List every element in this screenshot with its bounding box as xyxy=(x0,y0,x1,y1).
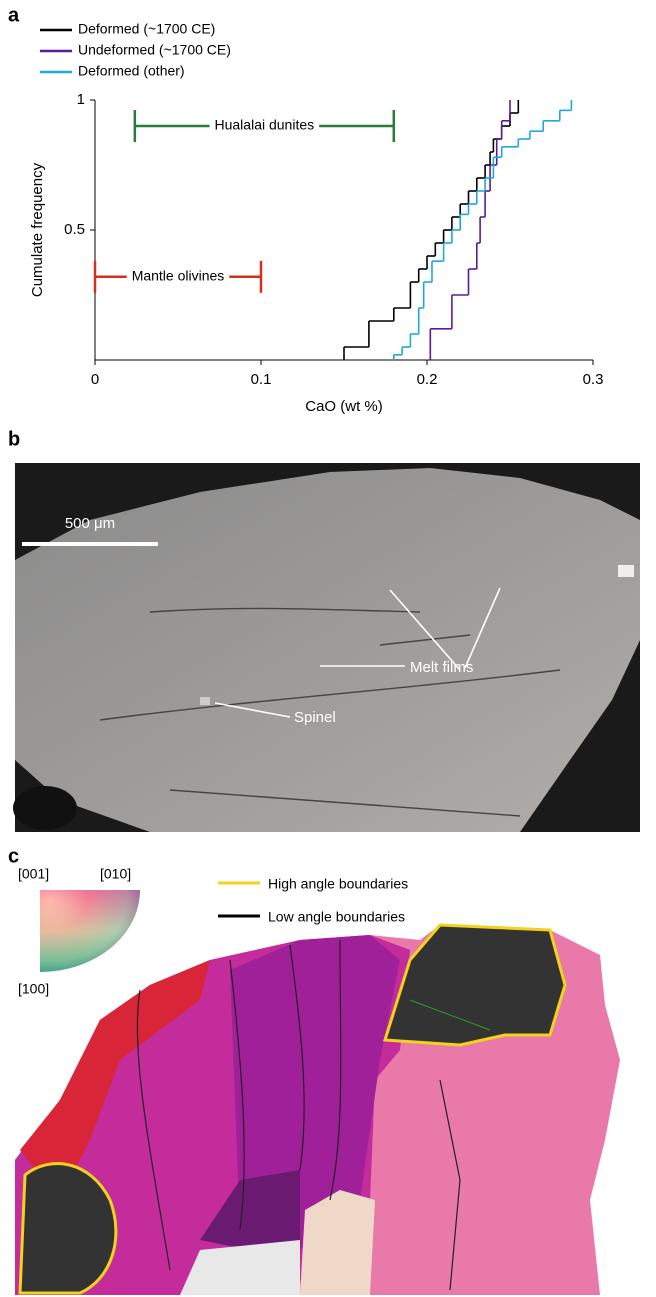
annotation: Spinel xyxy=(294,709,336,726)
x-axis-label: CaO (wt %) xyxy=(305,398,383,415)
y-axis-label: Cumulate frequency xyxy=(29,162,46,297)
chart-a: 0 0.1 0.2 0.3 0.5 1 CaO (wt %) Cumulate frequen… xyxy=(29,21,603,415)
legend-label: Deformed (~1700 CE) xyxy=(78,21,215,37)
micrograph: 500 μm Melt films Spinel xyxy=(13,463,640,832)
spinel-grain xyxy=(618,565,634,577)
panel-label: a xyxy=(8,4,20,26)
y-tick-label: 0.5 xyxy=(64,221,85,238)
y-tick-label: 1 xyxy=(77,91,85,108)
figure: a b c 0 0.1 0.2 0.3 0.5 1 CaO (wt %) Cumulate f… xyxy=(0,0,656,1297)
color-key xyxy=(40,890,140,972)
legend-label: Deformed (other) xyxy=(78,63,185,79)
range-label: Mantle olivines xyxy=(132,268,225,284)
x-tick-label: 0 xyxy=(91,371,99,388)
ebsd-map: [001] [010] [100] High angle boundaries … xyxy=(15,866,620,1295)
x-tick-label: 0.3 xyxy=(583,371,604,388)
legend-label: Undeformed (~1700 CE) xyxy=(78,42,231,58)
panel-label: c xyxy=(8,845,19,867)
inclusion xyxy=(13,786,77,830)
legend-label: High angle boundaries xyxy=(268,876,408,892)
spinel-grain xyxy=(200,697,210,705)
x-tick-label: 0.1 xyxy=(251,371,272,388)
annotation: Melt films xyxy=(410,659,473,676)
x-tick-label: 0.2 xyxy=(417,371,438,388)
key-label: [010] xyxy=(100,866,131,882)
range-label: Hualalai dunites xyxy=(215,117,315,133)
legend-label: Low angle boundaries xyxy=(268,909,405,925)
key-label: [100] xyxy=(18,981,49,997)
panel-label: b xyxy=(8,428,20,450)
scale-bar-label: 500 μm xyxy=(65,515,115,532)
key-label: [001] xyxy=(18,866,49,882)
